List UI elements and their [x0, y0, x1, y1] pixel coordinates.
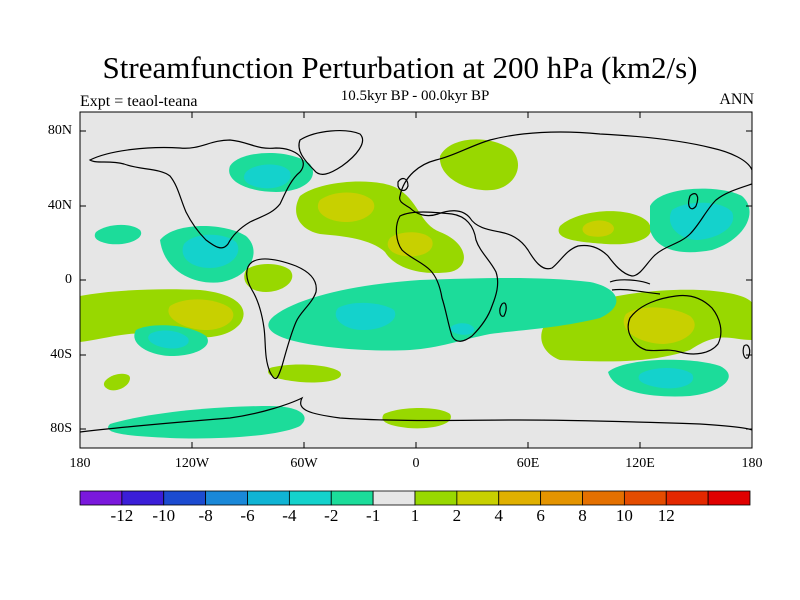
anomaly-region	[244, 264, 293, 292]
colorbar-swatch	[582, 490, 625, 506]
colorbar-swatch	[288, 490, 332, 506]
anomaly-region	[669, 202, 734, 240]
colorbar-tick-label: -2	[324, 506, 339, 525]
anomaly-region	[335, 302, 396, 330]
colorbar-tick-label: 10	[615, 506, 633, 525]
anomaly-region	[382, 408, 451, 429]
coastline-indonesia	[609, 279, 661, 295]
anomaly-region	[108, 406, 305, 439]
anomaly-region	[638, 368, 694, 389]
colorbar-tick-label: -1	[366, 506, 381, 525]
colorbar-tick-label: -12	[110, 506, 134, 525]
coastline-greenland	[298, 130, 364, 175]
lat-label-equator: 0	[65, 272, 72, 287]
colorbar-tick-label: -8	[198, 506, 213, 525]
colorbar-swatch	[247, 490, 290, 506]
colorbar-swatch	[372, 490, 416, 506]
coastline-madagascar	[499, 302, 507, 317]
anomaly-region	[582, 220, 614, 237]
anomaly-region	[268, 364, 341, 383]
colorbar-tick-label: 2	[452, 506, 462, 525]
coastline-antarctica	[80, 396, 752, 433]
coastline-africa	[395, 211, 499, 342]
colorbar-tick-label: -4	[282, 506, 297, 525]
experiment-label: Expt = teaol-teana	[80, 93, 198, 110]
lon-label-120w: 120W	[174, 456, 210, 471]
colorbar-tick-label: 6	[536, 506, 545, 525]
coastline-uk	[397, 177, 409, 192]
colorbar-swatch	[623, 490, 667, 506]
colorbar-swatch	[707, 490, 751, 506]
anomaly-region	[103, 373, 130, 391]
lon-label-60e: 60E	[516, 456, 540, 471]
colorbar-tick-label: 8	[578, 506, 587, 525]
colorbar-swatch	[79, 490, 123, 506]
anomaly-region	[243, 164, 291, 189]
anomaly-region	[387, 232, 433, 257]
coastlines	[80, 130, 752, 433]
colorbar-swatch	[456, 490, 500, 506]
chart-subtitle: 10.5kyr BP - 00.0kyr BP	[340, 88, 490, 104]
anomaly-region	[182, 234, 239, 268]
coastline-new-zealand	[742, 344, 751, 359]
colorbar-tick-label: 1	[410, 506, 420, 525]
colorbar-swatch	[205, 490, 248, 506]
colorbar-tick-label: -6	[240, 506, 255, 525]
colorbar-swatch	[163, 490, 207, 506]
anomaly-region	[94, 224, 142, 245]
coastline-japan	[688, 193, 699, 210]
colorbar-tick-label: 4	[494, 506, 504, 525]
lat-label-40s: 40S	[50, 347, 72, 362]
chart-title: Streamfunction Perturbation at 200 hPa (…	[102, 50, 698, 85]
lon-label-180w: 180	[69, 456, 91, 471]
colorbar-swatch	[330, 490, 374, 506]
lat-label-80s: 80S	[50, 421, 72, 436]
anomaly-region	[317, 192, 375, 222]
lon-label-60w: 60W	[290, 456, 318, 471]
lon-label-120e: 120E	[625, 456, 655, 471]
colorbar-swatch	[498, 490, 542, 506]
colorbar-tick-label: -10	[152, 506, 176, 525]
colorbar-swatch	[540, 490, 583, 506]
map-background	[80, 112, 752, 448]
colorbar-swatch	[414, 490, 458, 506]
coastline-north-america	[88, 139, 304, 249]
coastline-australia	[627, 294, 722, 355]
colorbar-swatch	[665, 490, 709, 506]
lon-label-180e: 180	[741, 456, 763, 471]
anomaly-region	[148, 330, 189, 349]
anomaly-region	[268, 278, 617, 351]
lat-label-80n: 80N	[47, 123, 72, 138]
colorbar-tick-label: 12	[657, 506, 675, 525]
lat-label-40n: 40N	[47, 198, 72, 213]
anomaly-region	[623, 307, 695, 344]
coastline-south-america	[246, 258, 317, 380]
lon-label-0: 0	[412, 456, 420, 471]
coastline-eurasia	[399, 131, 752, 277]
anomaly-region	[450, 323, 475, 335]
colorbar-swatch	[121, 490, 165, 506]
season-label: ANN	[719, 91, 754, 108]
axis-ticks	[79, 112, 753, 448]
colorbar	[79, 490, 751, 506]
anomaly-region	[168, 299, 234, 330]
